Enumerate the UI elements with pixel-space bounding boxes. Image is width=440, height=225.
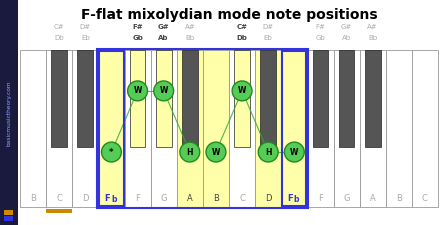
Bar — [77, 50, 93, 147]
Circle shape — [232, 81, 252, 101]
Text: G: G — [161, 194, 167, 203]
Bar — [229, 50, 255, 207]
Bar — [99, 50, 125, 207]
Text: Gb: Gb — [315, 35, 325, 41]
Text: Eb: Eb — [81, 35, 90, 41]
Bar — [182, 50, 198, 147]
Bar — [234, 50, 250, 147]
Circle shape — [102, 142, 121, 162]
Bar — [334, 50, 359, 207]
Text: W: W — [212, 148, 220, 157]
Text: A: A — [187, 194, 193, 203]
Circle shape — [154, 81, 174, 101]
Text: Bb: Bb — [185, 35, 194, 41]
Text: G: G — [343, 194, 350, 203]
Bar — [4, 210, 13, 215]
Text: H: H — [187, 148, 193, 157]
Bar — [0, 0, 18, 225]
Bar — [51, 50, 67, 147]
Text: b: b — [111, 195, 117, 204]
Text: Db: Db — [237, 35, 247, 41]
Text: D: D — [265, 194, 271, 203]
Text: F: F — [104, 194, 110, 203]
Bar — [282, 51, 306, 206]
Circle shape — [206, 142, 226, 162]
Bar — [97, 49, 308, 208]
Text: W: W — [133, 86, 142, 95]
Text: C#: C# — [237, 24, 248, 30]
Text: C#: C# — [54, 24, 65, 30]
Text: C: C — [56, 194, 62, 203]
Bar — [386, 50, 412, 207]
Text: D#: D# — [263, 24, 274, 30]
Text: H: H — [265, 148, 271, 157]
Text: F-flat mixolydian mode note positions: F-flat mixolydian mode note positions — [81, 8, 378, 22]
Text: Ab: Ab — [342, 35, 351, 41]
Text: F: F — [135, 194, 140, 203]
Bar — [203, 50, 229, 207]
Text: D#: D# — [80, 24, 91, 30]
Text: Ab: Ab — [158, 35, 169, 41]
Text: *: * — [109, 148, 114, 157]
Text: A#: A# — [367, 24, 378, 30]
Bar — [72, 50, 99, 207]
Text: Eb: Eb — [264, 35, 272, 41]
Text: Db: Db — [55, 35, 64, 41]
Bar — [150, 50, 177, 207]
Text: F: F — [318, 194, 323, 203]
Bar — [46, 50, 72, 207]
Text: Bb: Bb — [368, 35, 377, 41]
Bar — [156, 50, 172, 147]
Bar — [4, 216, 13, 221]
Text: C: C — [239, 194, 245, 203]
Text: G#: G# — [341, 24, 352, 30]
Text: A: A — [370, 194, 376, 203]
Text: B: B — [396, 194, 402, 203]
Bar — [255, 50, 281, 207]
Text: W: W — [160, 86, 168, 95]
Circle shape — [128, 81, 147, 101]
Bar — [359, 50, 386, 207]
Text: D: D — [82, 194, 88, 203]
Bar — [312, 50, 328, 147]
Text: C: C — [422, 194, 428, 203]
Text: B: B — [30, 194, 36, 203]
Text: basicmusictheory.com: basicmusictheory.com — [7, 80, 11, 146]
Bar — [130, 50, 145, 147]
Text: F: F — [287, 194, 293, 203]
Text: B: B — [213, 194, 219, 203]
Circle shape — [284, 142, 304, 162]
Text: Gb: Gb — [132, 35, 143, 41]
Text: F#: F# — [315, 24, 325, 30]
Circle shape — [258, 142, 278, 162]
Bar — [260, 50, 276, 147]
Bar — [281, 50, 308, 207]
Circle shape — [180, 142, 200, 162]
Text: A#: A# — [184, 24, 195, 30]
Bar — [99, 51, 124, 206]
Text: G#: G# — [158, 24, 169, 30]
Bar — [308, 50, 334, 207]
Bar — [125, 50, 150, 207]
Text: b: b — [294, 195, 299, 204]
Bar — [177, 50, 203, 207]
Text: F#: F# — [132, 24, 143, 30]
Text: W: W — [290, 148, 298, 157]
Bar — [339, 50, 354, 147]
Bar — [20, 50, 46, 207]
Bar — [46, 209, 72, 213]
Bar — [365, 50, 381, 147]
Text: W: W — [238, 86, 246, 95]
Bar — [412, 50, 438, 207]
